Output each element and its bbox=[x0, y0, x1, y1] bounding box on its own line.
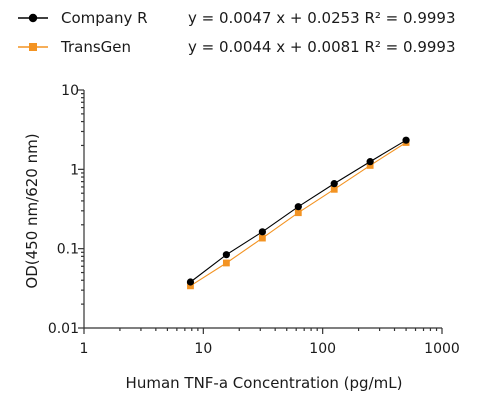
x-axis-label: Human TNF-a Concentration (pg/mL) bbox=[126, 374, 403, 392]
data-point-transgen bbox=[187, 282, 194, 290]
data-point-transgen bbox=[330, 185, 338, 193]
data-point-company-r bbox=[258, 228, 266, 236]
data-point-company-r bbox=[330, 180, 338, 188]
data-point-company-r bbox=[402, 136, 410, 144]
y-tick-label: 10 bbox=[61, 83, 79, 99]
axes: 0.01 0.1 1 10 1 10 100 1000 bbox=[48, 83, 460, 357]
data-point-transgen bbox=[366, 162, 374, 169]
legend-marker-transgen bbox=[29, 43, 37, 51]
x-tick-label: 1000 bbox=[424, 341, 460, 357]
y-tick-label: 0.1 bbox=[57, 242, 79, 258]
data-point-transgen bbox=[222, 259, 230, 267]
legend-marker-company-r bbox=[28, 13, 38, 23]
y-axis-label: OD(450 nm/620 nm) bbox=[23, 133, 41, 288]
y-tick-label: 0.01 bbox=[48, 321, 79, 337]
x-tick-label: 1 bbox=[80, 341, 89, 357]
y-tick-label: 1 bbox=[70, 162, 79, 178]
x-tick-label: 100 bbox=[309, 341, 336, 357]
data-point-company-r bbox=[186, 278, 195, 286]
legend-equation-company-r: y = 0.0047 x + 0.0253 R² = 0.9993 bbox=[188, 9, 456, 27]
x-tick-label: 10 bbox=[194, 341, 212, 357]
data-point-transgen bbox=[258, 234, 266, 242]
series-layer bbox=[186, 136, 410, 290]
legend: Company R y = 0.0047 x + 0.0253 R² = 0.99… bbox=[18, 9, 456, 56]
data-point-company-r bbox=[222, 251, 230, 259]
legend-label-company-r: Company R bbox=[61, 9, 148, 27]
data-point-company-r bbox=[366, 158, 374, 166]
legend-label-transgen: TransGen bbox=[60, 38, 131, 56]
data-point-company-r bbox=[294, 203, 302, 211]
data-point-transgen bbox=[294, 209, 302, 217]
legend-equation-transgen: y = 0.0044 x + 0.0081 R² = 0.9993 bbox=[188, 38, 456, 56]
